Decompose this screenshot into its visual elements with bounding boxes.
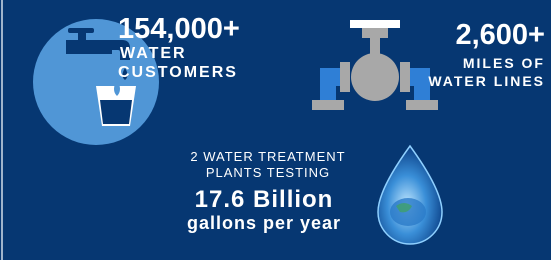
plants-intro: PLANTS TESTING: [206, 165, 330, 180]
miles-label: MILES OF: [463, 55, 545, 71]
gallons-unit: gallons per year: [187, 213, 341, 233]
miles-value: 2,600+: [455, 19, 545, 51]
customers-value: 154,000+: [118, 13, 240, 45]
customers-label: CUSTOMERS: [118, 64, 238, 81]
plants-intro: 2 WATER TREATMENT: [190, 149, 345, 164]
customers-label: WATER: [120, 45, 187, 62]
gallons-value: 17.6 Billion: [195, 186, 334, 213]
infographic: 154,000+ WATER CUSTOMERS 2,600+ MILES OF…: [0, 0, 551, 260]
miles-label: WATER LINES: [428, 73, 545, 89]
